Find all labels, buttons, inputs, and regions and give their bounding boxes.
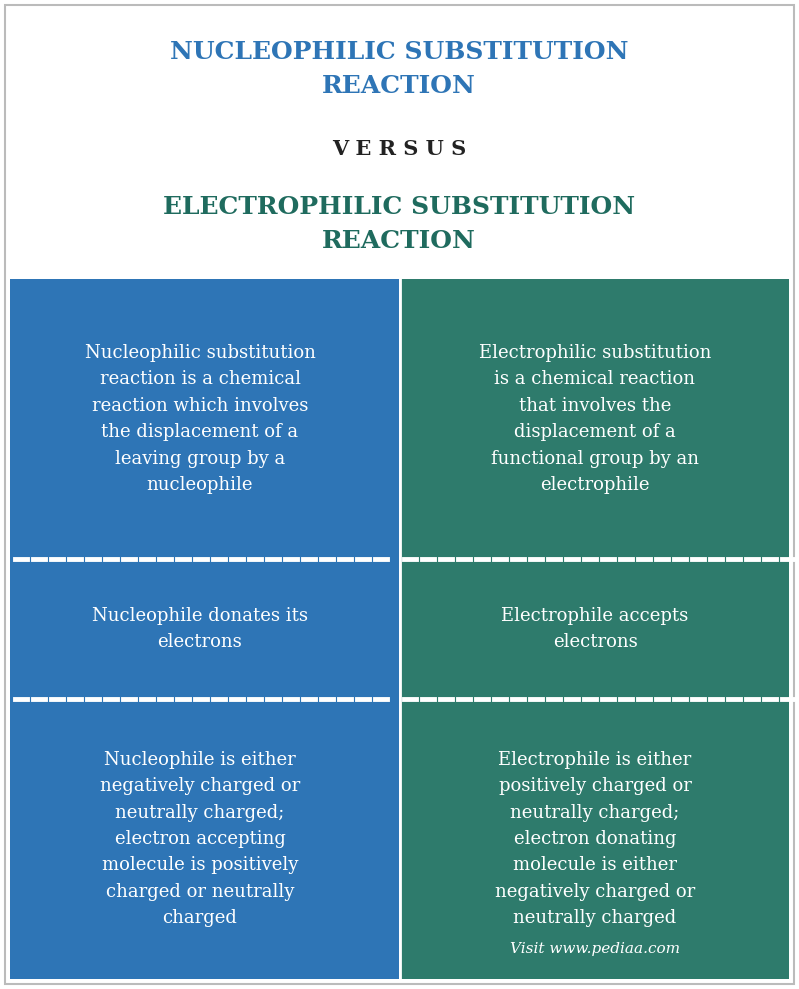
Text: Nucleophile is either
negatively charged or
neutrally charged;
electron acceptin: Nucleophile is either negatively charged… xyxy=(100,751,300,928)
Text: Nucleophilic substitution
reaction is a chemical
reaction which involves
the dis: Nucleophilic substitution reaction is a … xyxy=(85,344,316,494)
Text: Electrophilic substitution
is a chemical reaction
that involves the
displacement: Electrophilic substitution is a chemical… xyxy=(479,344,711,494)
FancyBboxPatch shape xyxy=(5,5,794,984)
Text: V E R S U S: V E R S U S xyxy=(332,139,466,159)
Text: Electrophile is either
positively charged or
neutrally charged;
electron donatin: Electrophile is either positively charge… xyxy=(495,751,695,928)
FancyBboxPatch shape xyxy=(10,279,399,979)
Text: ELECTROPHILIC SUBSTITUTION
REACTION: ELECTROPHILIC SUBSTITUTION REACTION xyxy=(163,195,635,253)
Text: Nucleophile donates its
electrons: Nucleophile donates its electrons xyxy=(92,607,308,651)
Text: Visit www.pediaa.com: Visit www.pediaa.com xyxy=(510,942,680,956)
FancyBboxPatch shape xyxy=(400,279,789,979)
Text: Electrophile accepts
electrons: Electrophile accepts electrons xyxy=(502,607,689,651)
Text: NUCLEOPHILIC SUBSTITUTION
REACTION: NUCLEOPHILIC SUBSTITUTION REACTION xyxy=(169,41,628,98)
